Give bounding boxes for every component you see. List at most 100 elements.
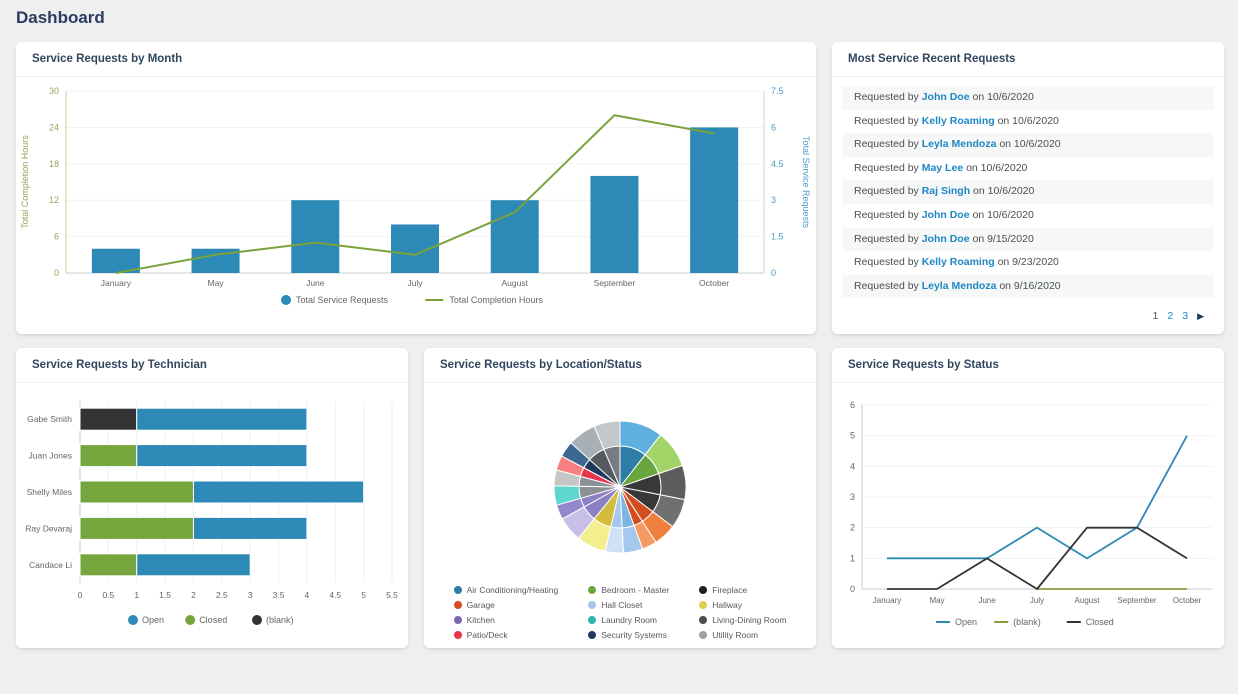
- page-title: Dashboard: [16, 8, 105, 27]
- row-prefix: Requested by: [854, 138, 922, 151]
- request-date: on 9/23/2020: [994, 256, 1059, 269]
- row-prefix: Requested by: [854, 91, 922, 103]
- legend-dot-icon: [699, 585, 708, 594]
- list-item: Requested by John Doe on 10/6/2020: [842, 204, 1214, 228]
- status-line-chart[interactable]: 0 1 2 3 4 5 6 January May June July August September…: [832, 383, 1224, 649]
- svg-text:1.5: 1.5: [771, 232, 784, 242]
- list-item: Requested by John Doe on 9/15/2020: [842, 227, 1214, 252]
- pagination: 1 2 3 ▶: [1153, 310, 1204, 322]
- request-date: on 9/16/2020: [996, 279, 1061, 292]
- svg-text:4: 4: [850, 461, 855, 471]
- technician-bar-chart[interactable]: 0 0.5 1 1.5 2 2.5 3 3.5 4 4.5 5 5.5 Gabe Smith Juan J…: [16, 383, 408, 649]
- legend-label: Patio/Deck: [466, 629, 508, 640]
- legend-item: Living-Dining Room: [699, 612, 786, 627]
- request-date: on 10/6/2020: [996, 138, 1061, 151]
- svg-text:3: 3: [850, 492, 855, 502]
- requester-link[interactable]: Leyla Mendoza: [921, 279, 997, 292]
- requester-link[interactable]: Kelly Roaming: [921, 114, 995, 127]
- legend-item: Bedroom - Master: [588, 582, 669, 597]
- list-item: Requested by Raj Singh on 10/6/2020: [842, 180, 1214, 204]
- svg-text:2: 2: [191, 590, 196, 600]
- row-prefix: Requested by: [854, 256, 922, 269]
- requester-link[interactable]: John Doe: [921, 232, 970, 245]
- requester-link[interactable]: May Lee: [921, 161, 964, 174]
- legend-dot-icon: [699, 630, 708, 639]
- legend-label: Hallway: [712, 599, 743, 610]
- legend-item: Fireplace: [699, 582, 786, 597]
- requester-link[interactable]: Raj Singh: [921, 185, 971, 198]
- row-prefix: Requested by: [854, 185, 922, 198]
- list-item: Requested by John Doe on 10/6/2020: [842, 86, 1214, 110]
- legend-dot-icon: [588, 615, 597, 624]
- svg-text:Shelly Miles: Shelly Miles: [27, 487, 72, 497]
- row-prefix: Requested by: [854, 114, 922, 127]
- svg-text:October: October: [699, 278, 729, 288]
- svg-text:Ray Devaraj: Ray Devaraj: [25, 523, 72, 533]
- request-date: on 10/6/2020: [969, 91, 1034, 103]
- page-link-1[interactable]: 1: [1152, 310, 1159, 322]
- legend-label: Living-Dining Room: [712, 614, 787, 625]
- list-item: Requested by Leyla Mendoza on 10/6/2020: [842, 133, 1214, 157]
- svg-text:7.5: 7.5: [771, 86, 784, 96]
- next-page-icon[interactable]: ▶: [1197, 310, 1204, 321]
- request-date: on 9/15/2020: [969, 232, 1034, 245]
- svg-text:12: 12: [49, 195, 59, 205]
- legend-dot-icon: [453, 600, 462, 609]
- recent-requests-list: Requested by John Doe on 10/6/2020 Reques…: [832, 86, 1224, 299]
- legend-dot-icon: [453, 630, 462, 639]
- card-title: Service Requests by Status: [832, 348, 1224, 383]
- svg-text:May: May: [208, 278, 225, 288]
- requester-link[interactable]: Kelly Roaming: [921, 256, 995, 269]
- svg-text:3: 3: [248, 590, 253, 600]
- card-service-requests-by-status: Service Requests by Status 0 1 2 3 4 5 6 Januar…: [832, 348, 1224, 648]
- legend-dot-icon: [699, 615, 708, 624]
- svg-text:June: June: [978, 596, 996, 605]
- svg-text:August: August: [1075, 596, 1101, 605]
- list-item: Requested by Kelly Roaming on 9/23/2020: [842, 251, 1214, 275]
- request-date: on 10/6/2020: [994, 114, 1059, 127]
- card-service-requests-by-location-status: Service Requests by Location/Status Air …: [424, 348, 816, 648]
- row-prefix: Requested by: [854, 208, 922, 221]
- legend-label: Garage: [466, 599, 495, 610]
- svg-text:July: July: [1030, 596, 1044, 605]
- row-prefix: Requested by: [854, 232, 922, 245]
- location-pie-chart[interactable]: [424, 383, 816, 583]
- svg-text:0: 0: [771, 268, 776, 278]
- svg-text:1: 1: [134, 590, 139, 600]
- svg-text:3: 3: [771, 195, 776, 205]
- legend-label: Kitchen: [466, 614, 495, 625]
- svg-text:Total Service Requests: Total Service Requests: [296, 295, 389, 305]
- legend-item: Patio/Deck: [453, 627, 559, 642]
- legend-item: Hallway: [699, 597, 786, 612]
- svg-text:Gabe Smith: Gabe Smith: [27, 414, 72, 424]
- request-date: on 10/6/2020: [970, 185, 1035, 198]
- month-combo-chart[interactable]: 0 6 12 18 24 30 0 1.5 3 4.5 6 7.5 January May June July…: [16, 77, 816, 335]
- svg-text:Open: Open: [955, 617, 977, 627]
- card-service-requests-by-month: Service Requests by Month 0 6 12 18 24 30 0 1.5…: [16, 42, 816, 334]
- legend-item: Garage: [453, 597, 559, 612]
- legend-label: Hall Closet: [601, 599, 643, 610]
- svg-text:Juan Jones: Juan Jones: [29, 451, 72, 461]
- svg-text:30: 30: [49, 86, 59, 96]
- card-title: Most Service Recent Requests: [832, 42, 1224, 77]
- requester-link[interactable]: John Doe: [921, 91, 970, 103]
- svg-text:Total Completion Hours: Total Completion Hours: [20, 135, 30, 229]
- svg-text:May: May: [929, 596, 944, 605]
- svg-text:1: 1: [850, 553, 855, 563]
- page-link-3[interactable]: 3: [1182, 310, 1189, 322]
- requester-link[interactable]: John Doe: [921, 208, 970, 221]
- page-link-2[interactable]: 2: [1167, 310, 1174, 322]
- pie-legend: Air Conditioning/Heating Garage Kitchen Pat…: [424, 582, 816, 642]
- svg-text:0.5: 0.5: [102, 590, 114, 600]
- legend-label: Bedroom - Master: [601, 584, 670, 595]
- row-prefix: Requested by: [854, 279, 922, 292]
- svg-text:June: June: [306, 278, 325, 288]
- svg-text:5: 5: [850, 431, 855, 441]
- svg-text:3.5: 3.5: [273, 590, 285, 600]
- legend-item: Hall Closet: [588, 597, 669, 612]
- svg-text:September: September: [594, 278, 636, 288]
- request-date: on 10/6/2020: [963, 161, 1028, 174]
- legend-dot-icon: [588, 630, 597, 639]
- requester-link[interactable]: Leyla Mendoza: [921, 138, 997, 151]
- svg-text:1.5: 1.5: [159, 590, 171, 600]
